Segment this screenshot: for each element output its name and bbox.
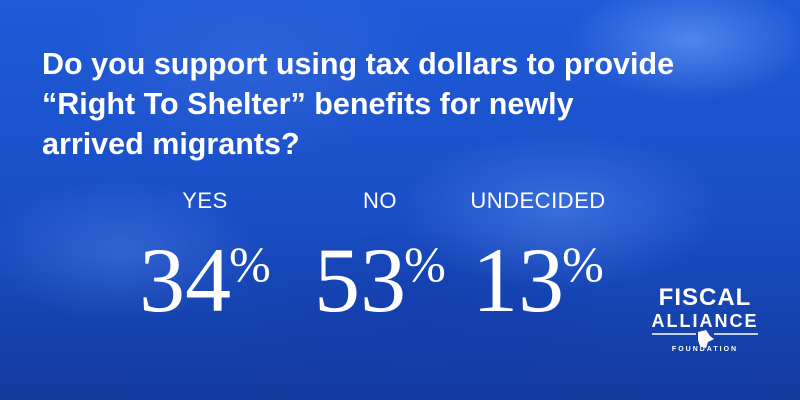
result-number: 13 [472,229,565,331]
result-unit: % [562,236,604,292]
logo-map [652,330,758,348]
logo: FISCAL ALLIANCE FOUNDATION [640,286,770,353]
result-label: YES [182,188,228,213]
question-line: Do you support using tax dollars to prov… [42,47,675,81]
result-unit: % [404,236,446,292]
result-label: NO [363,188,397,213]
logo-text: ALLIANCE [651,311,759,331]
result-unit: % [229,236,271,292]
question-line: “Right To Shelter” benefits for newly [42,87,574,121]
logo-text: FOUNDATION [671,346,739,353]
result: UNDECIDED 13% [448,188,628,326]
result-value: 34% [115,218,295,326]
result-number: 53 [314,229,407,331]
question: Do you support using tax dollars to prov… [42,44,674,164]
result: YES 34% [115,188,295,326]
result-value: 13% [448,218,628,326]
logo-text: FISCAL [658,284,752,311]
result-number: 34 [139,229,232,331]
question-line: arrived migrants? [42,127,300,161]
result-value: 53% [290,218,470,326]
result-label: UNDECIDED [470,188,606,213]
result: NO 53% [290,188,470,326]
